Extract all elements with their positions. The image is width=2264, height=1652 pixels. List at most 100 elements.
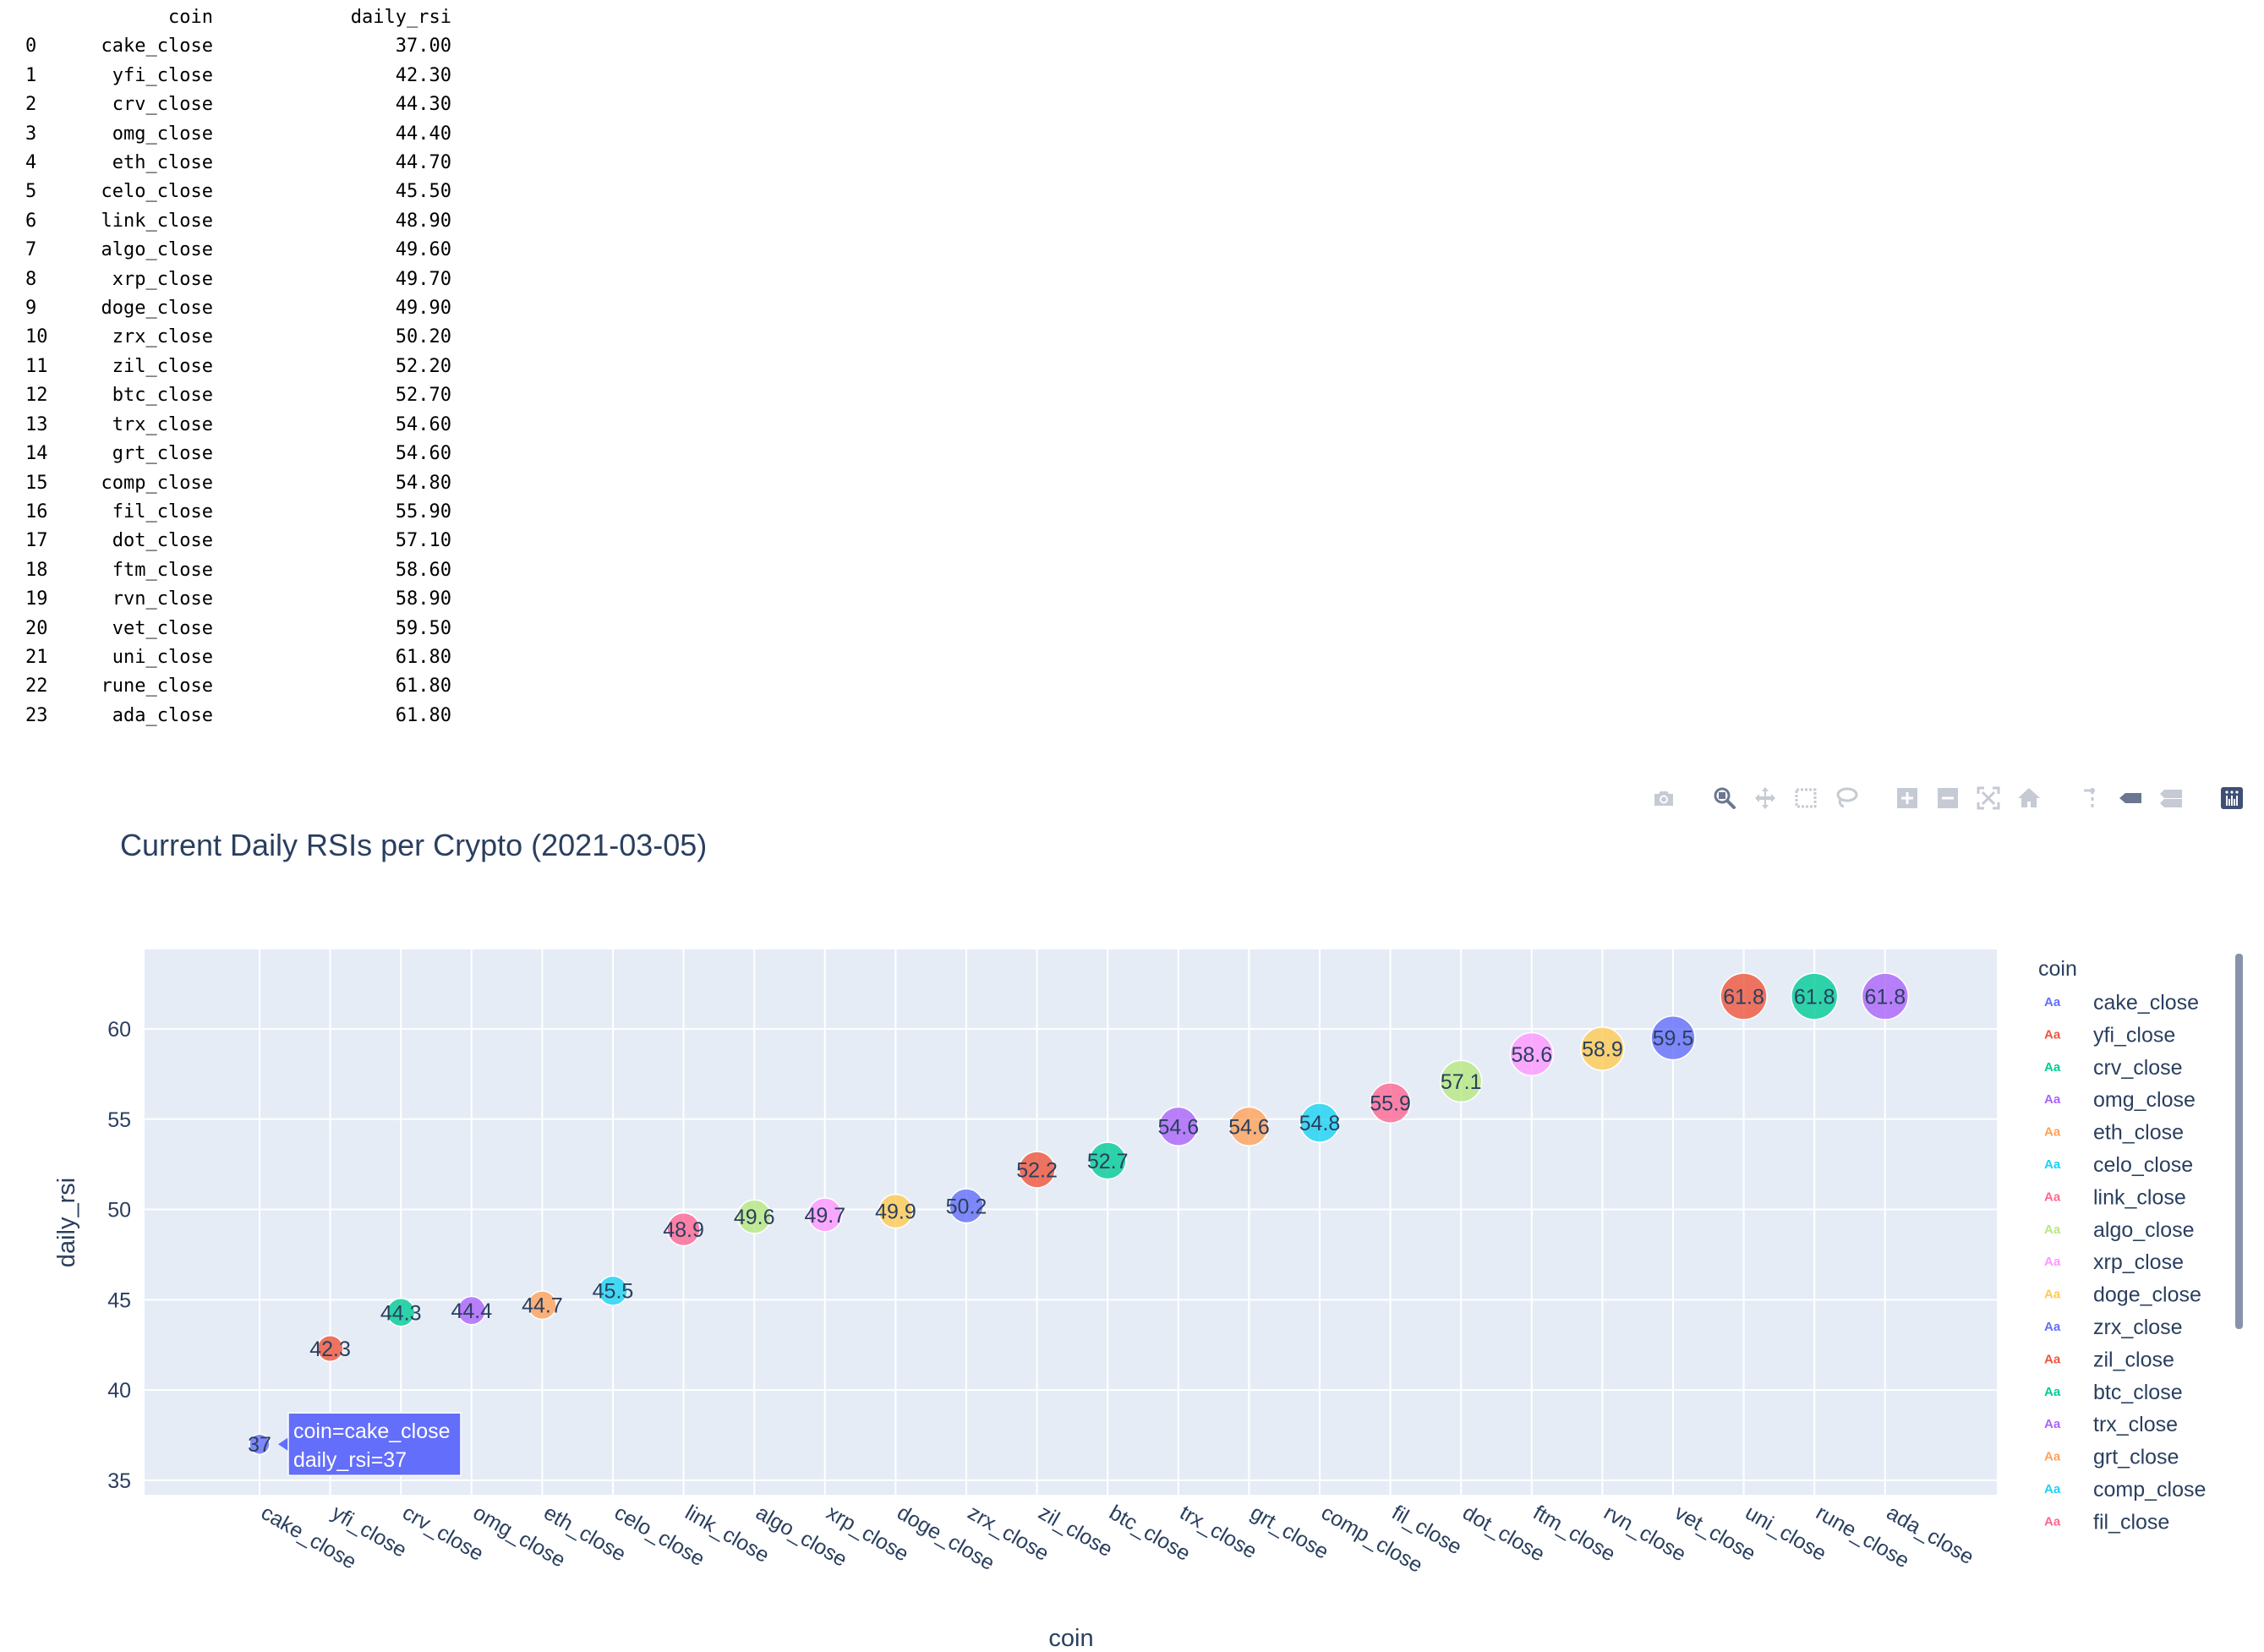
- marker-vet_close[interactable]: [1650, 1015, 1696, 1061]
- row-daily-rsi: 61.80: [395, 646, 451, 668]
- zoom-out-icon[interactable]: [1928, 781, 1968, 815]
- legend-item-zrx_close[interactable]: Aa zrx_close: [2044, 1316, 2183, 1339]
- marker-label: 54.6: [1228, 1115, 1270, 1139]
- marker-fil_close[interactable]: [1370, 1082, 1412, 1124]
- modebar-group-logo: [2212, 781, 2252, 815]
- camera-icon[interactable]: [1643, 781, 1684, 815]
- zoom-icon[interactable]: [1704, 781, 1745, 815]
- table-row: 15 comp_close 54.80: [25, 469, 451, 498]
- marker-uni_close[interactable]: [1720, 972, 1768, 1020]
- legend-item-xrp_close[interactable]: Aa xrp_close: [2044, 1250, 2184, 1274]
- marker-label: 61.8: [1723, 986, 1764, 1009]
- legend-item-label: crv_close: [2093, 1056, 2183, 1080]
- marker-btc_close[interactable]: [1088, 1141, 1127, 1180]
- marker-celo_close[interactable]: [597, 1275, 629, 1306]
- table-row: 9 doge_close 49.90: [25, 294, 451, 323]
- marker-zrx_close[interactable]: [949, 1188, 984, 1224]
- marker-link_close[interactable]: [666, 1212, 701, 1247]
- row-index: 1: [25, 64, 37, 86]
- x-axis-title: coin: [1048, 1625, 1093, 1652]
- legend-scrollbar[interactable]: [2235, 954, 2243, 1329]
- marker-zil_close[interactable]: [1018, 1151, 1056, 1189]
- plotly-logo-icon[interactable]: [2212, 781, 2252, 815]
- marker-label: 58.9: [1582, 1037, 1623, 1061]
- marker-dot_close[interactable]: [1439, 1059, 1483, 1103]
- marker-label: 54.6: [1157, 1115, 1199, 1139]
- legend-item-label: zil_close: [2093, 1348, 2174, 1371]
- marker-label: 42.3: [309, 1337, 351, 1361]
- legend-item-comp_close[interactable]: Aa comp_close: [2044, 1478, 2206, 1502]
- row-index: 20: [25, 617, 48, 639]
- row-daily-rsi: 44.40: [395, 123, 451, 145]
- x-tick-label: uni_close: [1742, 1501, 1830, 1566]
- legend-item-label: trx_close: [2093, 1413, 2178, 1436]
- legend-item-cake_close[interactable]: Aa cake_close: [2044, 991, 2199, 1015]
- lasso-select-icon[interactable]: [1826, 781, 1867, 815]
- marker-label: 52.7: [1087, 1150, 1129, 1173]
- legend-item-omg_close[interactable]: Aa omg_close: [2044, 1088, 2196, 1112]
- legend-item-btc_close[interactable]: Aa btc_close: [2044, 1381, 2183, 1404]
- legend-item-doge_close[interactable]: Aa doge_close: [2044, 1283, 2201, 1307]
- legend-item-fil_close[interactable]: Aa fil_close: [2044, 1510, 2169, 1534]
- marker-label: 61.8: [1794, 986, 1835, 1009]
- row-coin: ftm_close: [112, 559, 213, 581]
- legend-item-grt_close[interactable]: Aa grt_close: [2044, 1446, 2179, 1469]
- autoscale-icon[interactable]: [1968, 781, 2009, 815]
- row-coin: ada_close: [112, 704, 213, 726]
- hover-tooltip: coin=cake_close daily_rsi=37: [278, 1412, 462, 1476]
- legend-symbol-icon: Aa: [2044, 995, 2061, 1009]
- table-row: 2 crv_close 44.30: [25, 90, 451, 119]
- marker-doge_close[interactable]: [878, 1193, 914, 1229]
- legend-item-celo_close[interactable]: Aa celo_close: [2044, 1153, 2193, 1177]
- marker-label: 58.6: [1511, 1043, 1552, 1067]
- marker-algo_close[interactable]: [736, 1199, 772, 1234]
- legend-item-eth_close[interactable]: Aa eth_close: [2044, 1121, 2184, 1145]
- legend-item-yfi_close[interactable]: Aa yfi_close: [2044, 1023, 2175, 1047]
- marker-crv_close[interactable]: [386, 1298, 416, 1327]
- marker-comp_close[interactable]: [1299, 1102, 1340, 1143]
- legend-item-label: celo_close: [2093, 1153, 2193, 1177]
- legend-item-label: omg_close: [2093, 1088, 2196, 1112]
- table-row: 1 yfi_close 42.30: [25, 62, 451, 90]
- row-coin: comp_close: [101, 472, 213, 494]
- box-select-icon[interactable]: [1785, 781, 1826, 815]
- marker-cake_close[interactable]: [249, 1433, 271, 1455]
- table-row: 12 btc_close 52.70: [25, 381, 451, 410]
- legend-item-crv_close[interactable]: Aa crv_close: [2044, 1056, 2183, 1080]
- marker-eth_close[interactable]: [527, 1290, 557, 1321]
- spike-lines-icon[interactable]: [2070, 781, 2110, 815]
- legend-item-link_close[interactable]: Aa link_close: [2044, 1185, 2186, 1209]
- legend-item-trx_close[interactable]: Aa trx_close: [2044, 1413, 2178, 1436]
- table-row: 20 vet_close 59.50: [25, 615, 451, 643]
- marker-grt_close[interactable]: [1228, 1106, 1270, 1146]
- zoom-in-icon[interactable]: [1887, 781, 1928, 815]
- row-index: 18: [25, 559, 48, 581]
- marker-trx_close[interactable]: [1158, 1106, 1199, 1146]
- legend-item-zil_close[interactable]: Aa zil_close: [2044, 1348, 2174, 1371]
- x-grid: [259, 949, 1886, 1495]
- marker-omg_close[interactable]: [457, 1295, 487, 1326]
- row-coin: yfi_close: [112, 64, 213, 86]
- legend-item-algo_close[interactable]: Aa algo_close: [2044, 1218, 2195, 1242]
- x-tick-label: btc_close: [1105, 1501, 1194, 1566]
- modebar-group-zoom: [1887, 781, 2049, 815]
- legend-item-label: link_close: [2093, 1185, 2186, 1209]
- marker-xrp_close[interactable]: [807, 1197, 843, 1233]
- row-index: 12: [25, 385, 48, 407]
- marker-rune_close[interactable]: [1791, 972, 1839, 1020]
- marker-yfi_close[interactable]: [316, 1334, 344, 1363]
- hover-text-line: coin=cake_close: [293, 1420, 451, 1443]
- table-row: 23 ada_close 61.80: [25, 702, 451, 730]
- row-index: 0: [25, 36, 37, 57]
- modebar-group-drag: [1704, 781, 1867, 815]
- row-daily-rsi: 52.70: [395, 385, 451, 407]
- legend-item-label: doge_close: [2093, 1283, 2201, 1307]
- hover-closest-icon[interactable]: [2110, 781, 2151, 815]
- marker-ftm_close[interactable]: [1509, 1031, 1554, 1077]
- marker-ada_close[interactable]: [1861, 972, 1909, 1020]
- marker-rvn_close[interactable]: [1580, 1026, 1625, 1071]
- reset-axes-icon[interactable]: [2009, 781, 2049, 815]
- row-index: 11: [25, 355, 48, 377]
- hover-compare-icon[interactable]: [2151, 781, 2191, 815]
- pan-icon[interactable]: [1745, 781, 1785, 815]
